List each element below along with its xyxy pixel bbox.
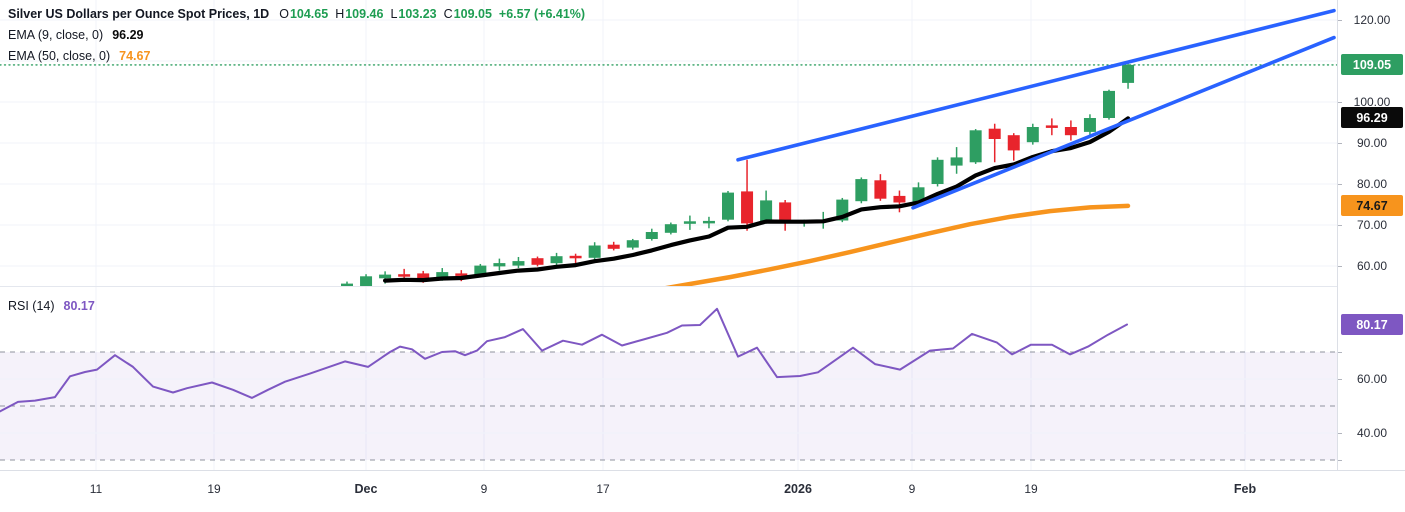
rsi-tick [1338, 433, 1342, 434]
time-tick-label: Dec [354, 482, 378, 496]
symbol-title: Silver US Dollars per Ounce Spot Prices,… [8, 6, 270, 21]
price-badge-ema9: 96.29 [1341, 107, 1403, 128]
low-value: 103.23 [398, 6, 437, 21]
open-value: 104.65 [289, 6, 329, 21]
rsi-level-tick [1338, 352, 1342, 353]
ohlc-high: H109.46 [335, 7, 383, 21]
high-value: 109.46 [345, 6, 384, 21]
ema50-value: 74.67 [119, 48, 151, 63]
price-tick [1338, 225, 1342, 226]
rsi-pane-canvas[interactable] [0, 286, 1337, 470]
close-value: 109.05 [453, 6, 492, 21]
ohlc-open: O104.65 [279, 7, 328, 21]
rsi-tick-label: 60.00 [1356, 372, 1388, 386]
time-tick-label: 2026 [784, 482, 812, 496]
time-tick-label: 17 [596, 482, 610, 496]
price-tick-label: 100.00 [1353, 95, 1391, 109]
ohlc-close: C109.05 [444, 7, 492, 21]
rsi-level-tick [1338, 460, 1342, 461]
change-value: +6.57 (+6.41%) [498, 6, 586, 21]
symbol-legend-row[interactable]: Silver US Dollars per Ounce Spot Prices,… [8, 3, 592, 24]
time-tick-label: 19 [207, 482, 221, 496]
rsi-label: RSI (14) [8, 299, 55, 313]
price-tick [1338, 20, 1342, 21]
price-tick-label: 60.00 [1356, 259, 1388, 273]
rsi-value: 80.17 [63, 299, 95, 313]
rsi-legend-row[interactable]: RSI (14) 80.17 [8, 299, 95, 313]
price-tick [1338, 143, 1342, 144]
time-tick-label: 19 [1024, 482, 1038, 496]
price-tick [1338, 184, 1342, 185]
ema9-legend-row[interactable]: EMA (9, close, 0) 96.29 [8, 24, 592, 45]
ema9-value: 96.29 [112, 27, 144, 42]
time-scale-axis[interactable]: 11 19 Dec 9 17 2026 9 19 Feb [0, 470, 1405, 512]
ema9-label: EMA (9, close, 0) [8, 27, 104, 42]
price-tick [1338, 102, 1342, 103]
price-badge-close: 109.05 [1341, 54, 1403, 75]
price-tick-label: 80.00 [1356, 177, 1388, 191]
price-tick-label: 120.00 [1353, 13, 1391, 27]
ema50-legend-row[interactable]: EMA (50, close, 0) 74.67 [8, 45, 592, 66]
ohlc-low: L103.23 [390, 7, 436, 21]
rsi-tick [1338, 379, 1342, 380]
price-tick-label: 70.00 [1356, 218, 1388, 232]
close-letter: C [443, 6, 453, 21]
time-tick-label: 9 [480, 482, 488, 496]
open-letter: O [279, 6, 289, 21]
price-tick-label: 90.00 [1356, 136, 1388, 150]
rsi-badge: 80.17 [1341, 314, 1403, 335]
time-tick-label: 9 [908, 482, 916, 496]
price-tick [1338, 266, 1342, 267]
pane-separator[interactable] [0, 286, 1337, 287]
low-letter: L [390, 6, 398, 21]
price-pane-canvas[interactable] [0, 0, 1337, 286]
price-badge-ema50: 74.67 [1341, 195, 1403, 216]
legend: Silver US Dollars per Ounce Spot Prices,… [8, 3, 592, 66]
price-scale-axis[interactable]: 120.00 100.00 90.00 80.00 70.00 60.00 60.00 40.… [1337, 0, 1405, 470]
ema50-label: EMA (50, close, 0) [8, 48, 111, 63]
rsi-tick-label: 40.00 [1356, 426, 1388, 440]
high-letter: H [335, 6, 345, 21]
time-tick-label: 11 [89, 482, 103, 496]
time-tick-label: Feb [1233, 482, 1257, 496]
